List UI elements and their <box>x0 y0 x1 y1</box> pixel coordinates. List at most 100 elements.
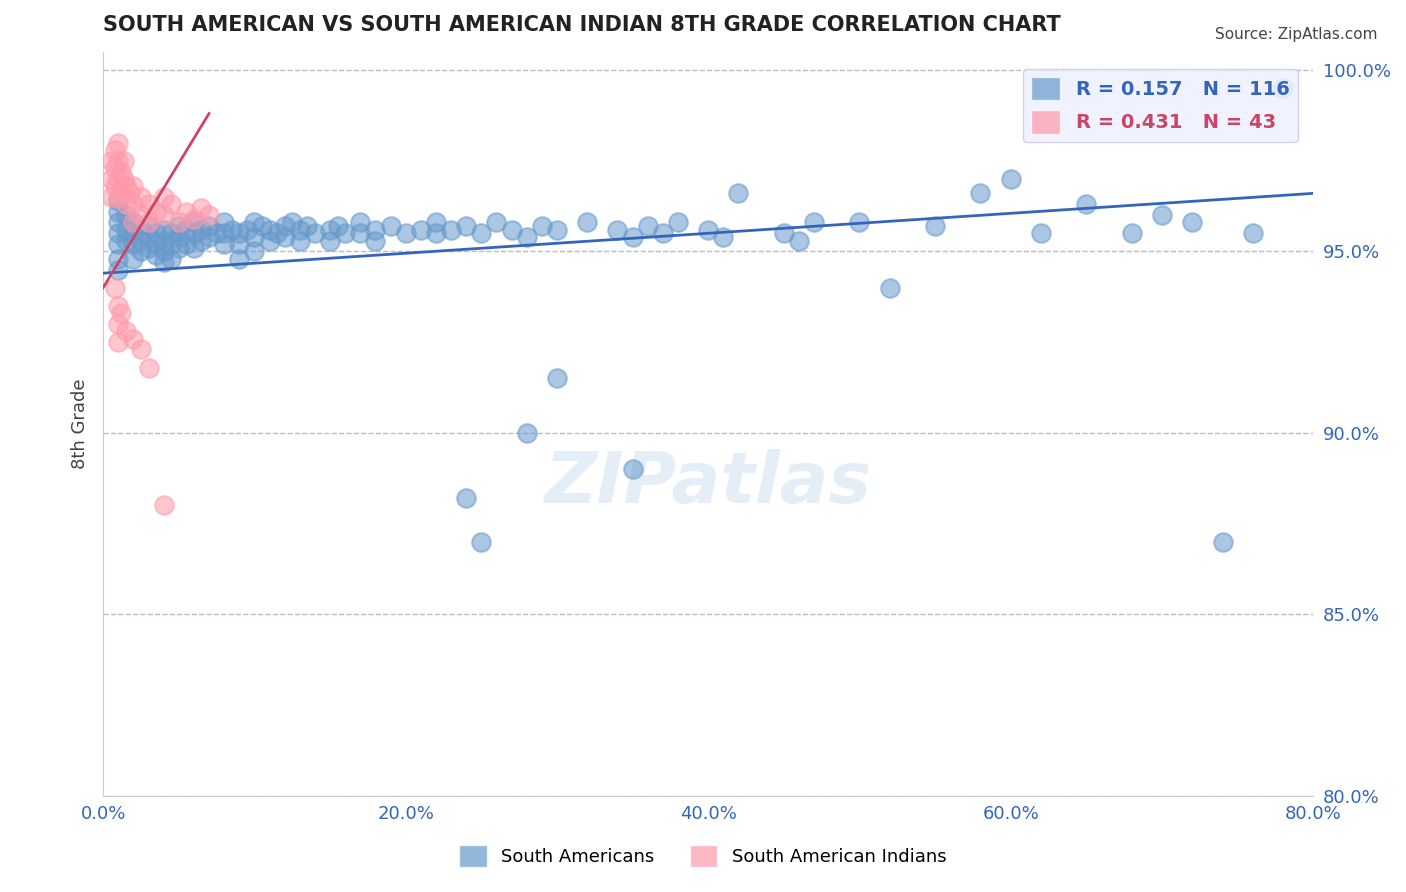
Point <box>122 179 145 194</box>
Point <box>107 215 129 229</box>
Point <box>129 343 152 357</box>
Point <box>395 227 418 241</box>
Point <box>879 281 901 295</box>
Point <box>364 222 387 236</box>
Point <box>1181 215 1204 229</box>
Point <box>107 204 129 219</box>
Point <box>160 252 183 266</box>
Point <box>160 237 183 252</box>
Text: Source: ZipAtlas.com: Source: ZipAtlas.com <box>1215 27 1378 42</box>
Point <box>114 179 136 194</box>
Point <box>183 211 205 226</box>
Point <box>114 208 136 222</box>
Point <box>333 227 356 241</box>
Point <box>107 317 129 331</box>
Point <box>621 462 644 476</box>
Point <box>160 197 183 211</box>
Point <box>100 190 122 204</box>
Point <box>273 230 295 244</box>
Point <box>1000 171 1022 186</box>
Point <box>228 237 250 252</box>
Point <box>114 197 136 211</box>
Point <box>212 227 235 241</box>
Point <box>107 190 129 204</box>
Point <box>167 219 190 233</box>
Point <box>456 219 478 233</box>
Point <box>112 153 135 168</box>
Point <box>129 222 152 236</box>
Point <box>122 237 145 252</box>
Point <box>107 335 129 350</box>
Point <box>546 371 568 385</box>
Point <box>152 222 174 236</box>
Point <box>183 215 205 229</box>
Point <box>621 230 644 244</box>
Point <box>122 227 145 241</box>
Point <box>1150 208 1173 222</box>
Point <box>273 219 295 233</box>
Point <box>107 262 129 277</box>
Point <box>129 234 152 248</box>
Point <box>107 252 129 266</box>
Point <box>122 197 145 211</box>
Point <box>145 248 167 262</box>
Point <box>236 222 259 236</box>
Point <box>1029 227 1052 241</box>
Point <box>530 219 553 233</box>
Point <box>167 215 190 229</box>
Point <box>288 234 311 248</box>
Point <box>198 208 221 222</box>
Point <box>145 237 167 252</box>
Point <box>114 324 136 338</box>
Point <box>107 136 129 150</box>
Point <box>606 222 628 236</box>
Point <box>1076 197 1098 211</box>
Point <box>250 219 273 233</box>
Point <box>114 234 136 248</box>
Point <box>152 244 174 259</box>
Point <box>190 201 212 215</box>
Point <box>107 237 129 252</box>
Point <box>129 244 152 259</box>
Point <box>160 227 183 241</box>
Point <box>969 186 991 201</box>
Point <box>122 215 145 229</box>
Point <box>425 227 447 241</box>
Point <box>1272 81 1295 95</box>
Point <box>145 204 167 219</box>
Point <box>129 190 152 204</box>
Point <box>349 227 371 241</box>
Point <box>110 306 132 320</box>
Point <box>848 215 870 229</box>
Point <box>288 222 311 236</box>
Point <box>576 215 599 229</box>
Point <box>1241 227 1264 241</box>
Point <box>924 219 946 233</box>
Point <box>259 222 281 236</box>
Text: ZIPatlas: ZIPatlas <box>544 449 872 518</box>
Point <box>104 161 127 175</box>
Point <box>107 299 129 313</box>
Legend: R = 0.157   N = 116, R = 0.431   N = 43: R = 0.157 N = 116, R = 0.431 N = 43 <box>1024 69 1298 142</box>
Point <box>104 179 127 194</box>
Point <box>266 227 288 241</box>
Point <box>228 252 250 266</box>
Point <box>470 227 492 241</box>
Point <box>228 227 250 241</box>
Point <box>198 230 221 244</box>
Point <box>259 234 281 248</box>
Point <box>183 241 205 255</box>
Point <box>100 153 122 168</box>
Point <box>114 222 136 236</box>
Point <box>243 215 266 229</box>
Point <box>138 360 160 375</box>
Point <box>787 234 810 248</box>
Point <box>138 197 160 211</box>
Point <box>349 215 371 229</box>
Point <box>122 252 145 266</box>
Point <box>110 183 132 197</box>
Point <box>104 281 127 295</box>
Point <box>470 534 492 549</box>
Point <box>281 215 304 229</box>
Point <box>1121 227 1143 241</box>
